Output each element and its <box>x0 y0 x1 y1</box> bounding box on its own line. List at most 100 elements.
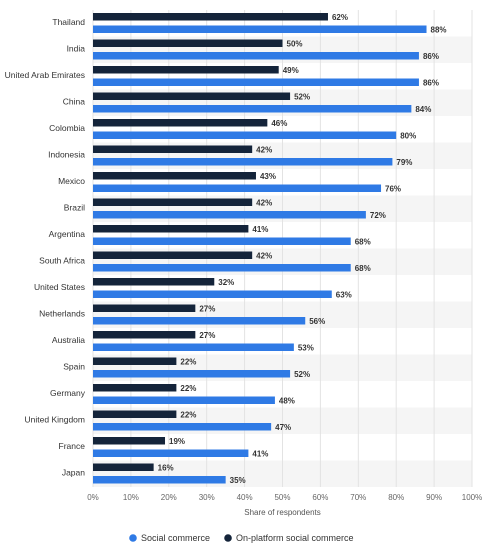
data-label: 42% <box>256 199 272 208</box>
data-label: 48% <box>279 397 295 406</box>
on-platform-bar <box>93 145 253 153</box>
social-commerce-bar <box>93 131 397 139</box>
social-commerce-bar <box>93 317 306 325</box>
category-label: United Kingdom <box>25 415 85 425</box>
on-platform-bar <box>93 13 328 21</box>
category-label: China <box>63 97 85 107</box>
data-label: 46% <box>271 119 287 128</box>
x-tick-label: 80% <box>388 493 404 502</box>
category-label: Brazil <box>64 203 85 213</box>
x-tick-label: 30% <box>199 493 215 502</box>
data-label: 86% <box>423 79 439 88</box>
social-commerce-bar <box>93 370 291 378</box>
data-label: 22% <box>180 384 196 393</box>
data-label: 41% <box>252 450 268 459</box>
category-label: South Africa <box>39 256 85 266</box>
social-commerce-bar <box>93 396 275 404</box>
legend-marker <box>224 534 232 542</box>
data-label: 42% <box>256 146 272 155</box>
category-label: United Arab Emirates <box>5 70 85 80</box>
x-tick-label: 10% <box>123 493 139 502</box>
data-label: 68% <box>355 238 371 247</box>
category-label: Argentina <box>49 229 86 239</box>
on-platform-bar <box>93 251 253 259</box>
on-platform-bar <box>93 357 177 365</box>
legend-marker <box>129 534 137 542</box>
on-platform-bar <box>93 304 196 312</box>
data-label: 72% <box>370 211 386 220</box>
data-label: 19% <box>169 437 185 446</box>
x-tick-label: 40% <box>237 493 253 502</box>
bars: 62% 88% 50% 86% 49% 86% 52% 84% 46% 80% 42% 79% 43% 7… <box>93 13 447 485</box>
category-label: Colombia <box>49 123 85 133</box>
x-tick-label: 20% <box>161 493 177 502</box>
data-label: 52% <box>294 93 310 102</box>
x-tick-label: 90% <box>426 493 442 502</box>
data-label: 16% <box>158 464 174 473</box>
category-label: Japan <box>62 468 85 478</box>
social-commerce-bar <box>93 184 382 192</box>
social-commerce-bar <box>93 158 393 166</box>
data-label: 22% <box>180 411 196 420</box>
legend-label: On-platform social commerce <box>236 533 354 543</box>
data-label: 43% <box>260 172 276 181</box>
on-platform-bar <box>93 463 154 471</box>
data-label: 76% <box>385 185 401 194</box>
data-label: 47% <box>275 423 291 432</box>
category-label: Mexico <box>58 176 85 186</box>
data-label: 27% <box>199 331 215 340</box>
social-commerce-bar <box>93 290 332 298</box>
data-label: 84% <box>415 105 431 114</box>
data-label: 52% <box>294 370 310 379</box>
data-label: 22% <box>180 358 196 367</box>
category-label: Spain <box>63 362 85 372</box>
on-platform-bar <box>93 225 249 233</box>
data-label: 49% <box>283 66 299 75</box>
on-platform-bar <box>93 331 196 339</box>
data-label: 86% <box>423 52 439 61</box>
on-platform-bar <box>93 119 268 127</box>
gridlines <box>92 10 473 487</box>
data-label: 63% <box>336 291 352 300</box>
data-label: 27% <box>199 305 215 314</box>
category-label: Indonesia <box>48 150 85 160</box>
social-commerce-bar <box>93 211 366 219</box>
category-label: United States <box>34 282 85 292</box>
social-commerce-bar <box>93 25 427 33</box>
x-tick-label: 60% <box>312 493 328 502</box>
category-label: Netherlands <box>39 309 85 319</box>
data-label: 35% <box>230 476 246 485</box>
category-label: France <box>59 441 86 451</box>
social-commerce-bar <box>93 264 351 272</box>
data-label: 42% <box>256 252 272 261</box>
category-label: Germany <box>50 388 86 398</box>
on-platform-bar <box>93 384 177 392</box>
social-commerce-bar <box>93 423 272 431</box>
category-label: Thailand <box>52 17 85 27</box>
data-label: 88% <box>431 26 447 35</box>
social-commerce-bar <box>93 52 419 60</box>
category-label: Australia <box>52 335 85 345</box>
data-label: 80% <box>400 132 416 141</box>
social-commerce-bar <box>93 449 249 457</box>
on-platform-bar <box>93 278 215 286</box>
data-label: 32% <box>218 278 234 287</box>
category-labels: Thailand India United Arab Emirates China Co… <box>5 17 86 478</box>
x-tick-labels: 0% 10% 20% 30% 40% 50% 60% 70% 80% 90% 100% <box>87 493 482 502</box>
data-label: 50% <box>287 40 303 49</box>
data-label: 68% <box>355 264 371 273</box>
on-platform-bar <box>93 92 291 100</box>
on-platform-bar <box>93 39 283 47</box>
x-axis-title: Share of respondents <box>244 508 321 517</box>
data-label: 41% <box>252 225 268 234</box>
x-tick-label: 50% <box>274 493 290 502</box>
social-commerce-bar <box>93 105 412 113</box>
data-label: 79% <box>396 158 412 167</box>
data-label: 62% <box>332 13 348 22</box>
x-tick-label: 100% <box>462 493 482 502</box>
on-platform-bar <box>93 66 279 74</box>
data-label: 53% <box>298 344 314 353</box>
social-commerce-bar <box>93 78 419 86</box>
data-label: 56% <box>309 317 325 326</box>
